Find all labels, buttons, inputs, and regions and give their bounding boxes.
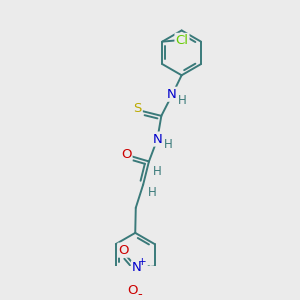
Text: -: -	[137, 288, 142, 300]
Text: H: H	[153, 165, 162, 178]
Text: H: H	[164, 138, 173, 151]
Text: N: N	[153, 133, 163, 146]
Text: O: O	[127, 284, 137, 297]
Text: N: N	[132, 261, 142, 274]
Text: Cl: Cl	[176, 34, 188, 47]
Text: O: O	[121, 148, 131, 160]
Text: +: +	[138, 257, 147, 267]
Text: O: O	[118, 244, 129, 256]
Text: S: S	[134, 103, 142, 116]
Text: H: H	[148, 186, 157, 199]
Text: N: N	[167, 88, 177, 101]
Text: H: H	[178, 94, 187, 106]
